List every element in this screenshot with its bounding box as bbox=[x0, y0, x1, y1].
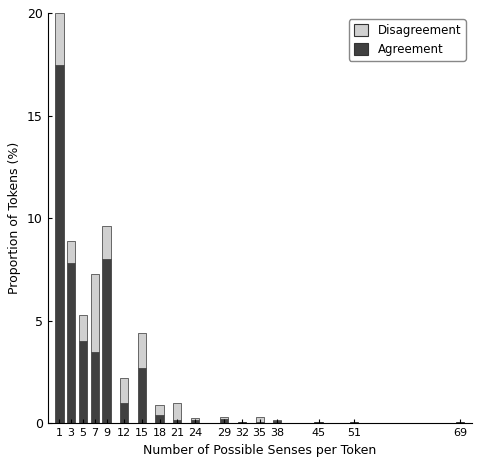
Bar bbox=[238, 422, 246, 423]
Bar bbox=[255, 417, 264, 422]
Bar bbox=[156, 415, 164, 423]
Bar bbox=[120, 378, 128, 403]
Bar bbox=[220, 417, 228, 419]
X-axis label: Number of Possible Senses per Token: Number of Possible Senses per Token bbox=[143, 444, 376, 457]
Bar bbox=[102, 259, 111, 423]
Bar bbox=[55, 65, 63, 423]
Bar bbox=[91, 352, 99, 423]
Bar bbox=[173, 420, 181, 423]
Bar bbox=[79, 315, 87, 341]
Bar bbox=[314, 422, 323, 423]
Bar bbox=[138, 368, 146, 423]
Legend: Disagreement, Agreement: Disagreement, Agreement bbox=[349, 19, 466, 60]
Bar bbox=[79, 341, 87, 423]
Bar bbox=[273, 420, 281, 421]
Bar bbox=[67, 263, 75, 423]
Bar bbox=[91, 273, 99, 352]
Bar bbox=[120, 403, 128, 423]
Bar bbox=[220, 419, 228, 423]
Bar bbox=[138, 333, 146, 368]
Bar bbox=[456, 422, 464, 423]
Bar bbox=[255, 422, 264, 423]
Bar bbox=[102, 226, 111, 259]
Bar bbox=[191, 418, 199, 420]
Y-axis label: Proportion of Tokens (%): Proportion of Tokens (%) bbox=[8, 142, 21, 294]
Bar bbox=[273, 421, 281, 423]
Bar bbox=[350, 422, 358, 423]
Bar bbox=[156, 405, 164, 415]
Bar bbox=[191, 420, 199, 423]
Bar bbox=[55, 13, 63, 65]
Bar bbox=[67, 241, 75, 263]
Bar bbox=[173, 403, 181, 420]
